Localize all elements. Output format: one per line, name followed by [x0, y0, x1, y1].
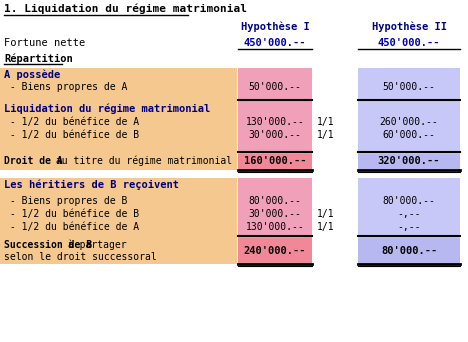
Text: - 1/2 du bénéfice de B: - 1/2 du bénéfice de B	[4, 130, 139, 140]
Text: 160'000.--: 160'000.--	[244, 156, 306, 166]
Text: 80'000.--: 80'000.--	[382, 196, 435, 206]
Text: 1/1: 1/1	[317, 209, 335, 219]
Text: Répartition: Répartition	[4, 53, 73, 64]
Bar	[238, 178, 312, 238]
Bar	[238, 238, 312, 264]
Text: - 1/2 du bénéfice de A: - 1/2 du bénéfice de A	[4, 117, 139, 127]
Text: 60'000.--: 60'000.--	[382, 130, 435, 140]
Text: A possède: A possède	[4, 70, 60, 80]
Text: 1. Liquidation du régime matrimonial: 1. Liquidation du régime matrimonial	[4, 4, 247, 14]
Text: - Biens propres de B: - Biens propres de B	[4, 196, 127, 206]
Text: -,--: -,--	[397, 222, 421, 232]
Text: - 1/2 du bénéfice de B: - 1/2 du bénéfice de B	[4, 209, 139, 219]
Text: 30'000.--: 30'000.--	[249, 130, 301, 140]
Bar	[358, 154, 460, 170]
Text: 130'000.--: 130'000.--	[246, 117, 304, 127]
Text: 30'000.--: 30'000.--	[249, 209, 301, 219]
Text: 50'000.--: 50'000.--	[382, 82, 435, 92]
Bar	[358, 238, 460, 264]
Text: 50'000.--: 50'000.--	[249, 82, 301, 92]
Text: selon le droit successoral: selon le droit successoral	[4, 252, 157, 262]
Text: 240'000.--: 240'000.--	[244, 246, 306, 256]
Text: Les héritiers de B reçoivent: Les héritiers de B reçoivent	[4, 180, 179, 190]
Text: 1/1: 1/1	[317, 222, 335, 232]
Text: 450'000.--: 450'000.--	[244, 38, 306, 48]
Bar	[238, 68, 312, 102]
Bar	[358, 178, 460, 238]
Text: Succession de B: Succession de B	[4, 240, 92, 250]
Text: 80'000.--: 80'000.--	[381, 246, 437, 256]
Bar	[0, 238, 237, 264]
Text: 450'000.--: 450'000.--	[378, 38, 440, 48]
Text: 130'000.--: 130'000.--	[246, 222, 304, 232]
Text: Hypothèse II: Hypothèse II	[372, 22, 446, 32]
Text: -,--: -,--	[397, 209, 421, 219]
Text: Liquidation du régime matrimonial: Liquidation du régime matrimonial	[4, 104, 210, 115]
Text: 1/1: 1/1	[317, 117, 335, 127]
Bar	[358, 68, 460, 102]
Bar	[358, 102, 460, 154]
Bar	[0, 68, 237, 102]
Bar	[0, 102, 237, 154]
Text: - 1/2 du bénéfice de A: - 1/2 du bénéfice de A	[4, 222, 139, 232]
Text: 260'000.--: 260'000.--	[380, 117, 439, 127]
Bar	[238, 102, 312, 154]
Bar	[0, 154, 237, 170]
Text: - Biens propres de A: - Biens propres de A	[4, 82, 127, 92]
Text: Fortune nette: Fortune nette	[4, 38, 85, 48]
Text: au titre du régime matrimonial: au titre du régime matrimonial	[50, 156, 232, 167]
Text: 80'000.--: 80'000.--	[249, 196, 301, 206]
Text: Hypothèse I: Hypothèse I	[241, 22, 309, 32]
Bar	[238, 154, 312, 170]
Text: 1/1: 1/1	[317, 130, 335, 140]
Text: 320'000.--: 320'000.--	[378, 156, 440, 166]
Bar	[0, 178, 237, 238]
Text: Droit de A: Droit de A	[4, 156, 63, 166]
Text: à partager: à partager	[62, 240, 127, 250]
